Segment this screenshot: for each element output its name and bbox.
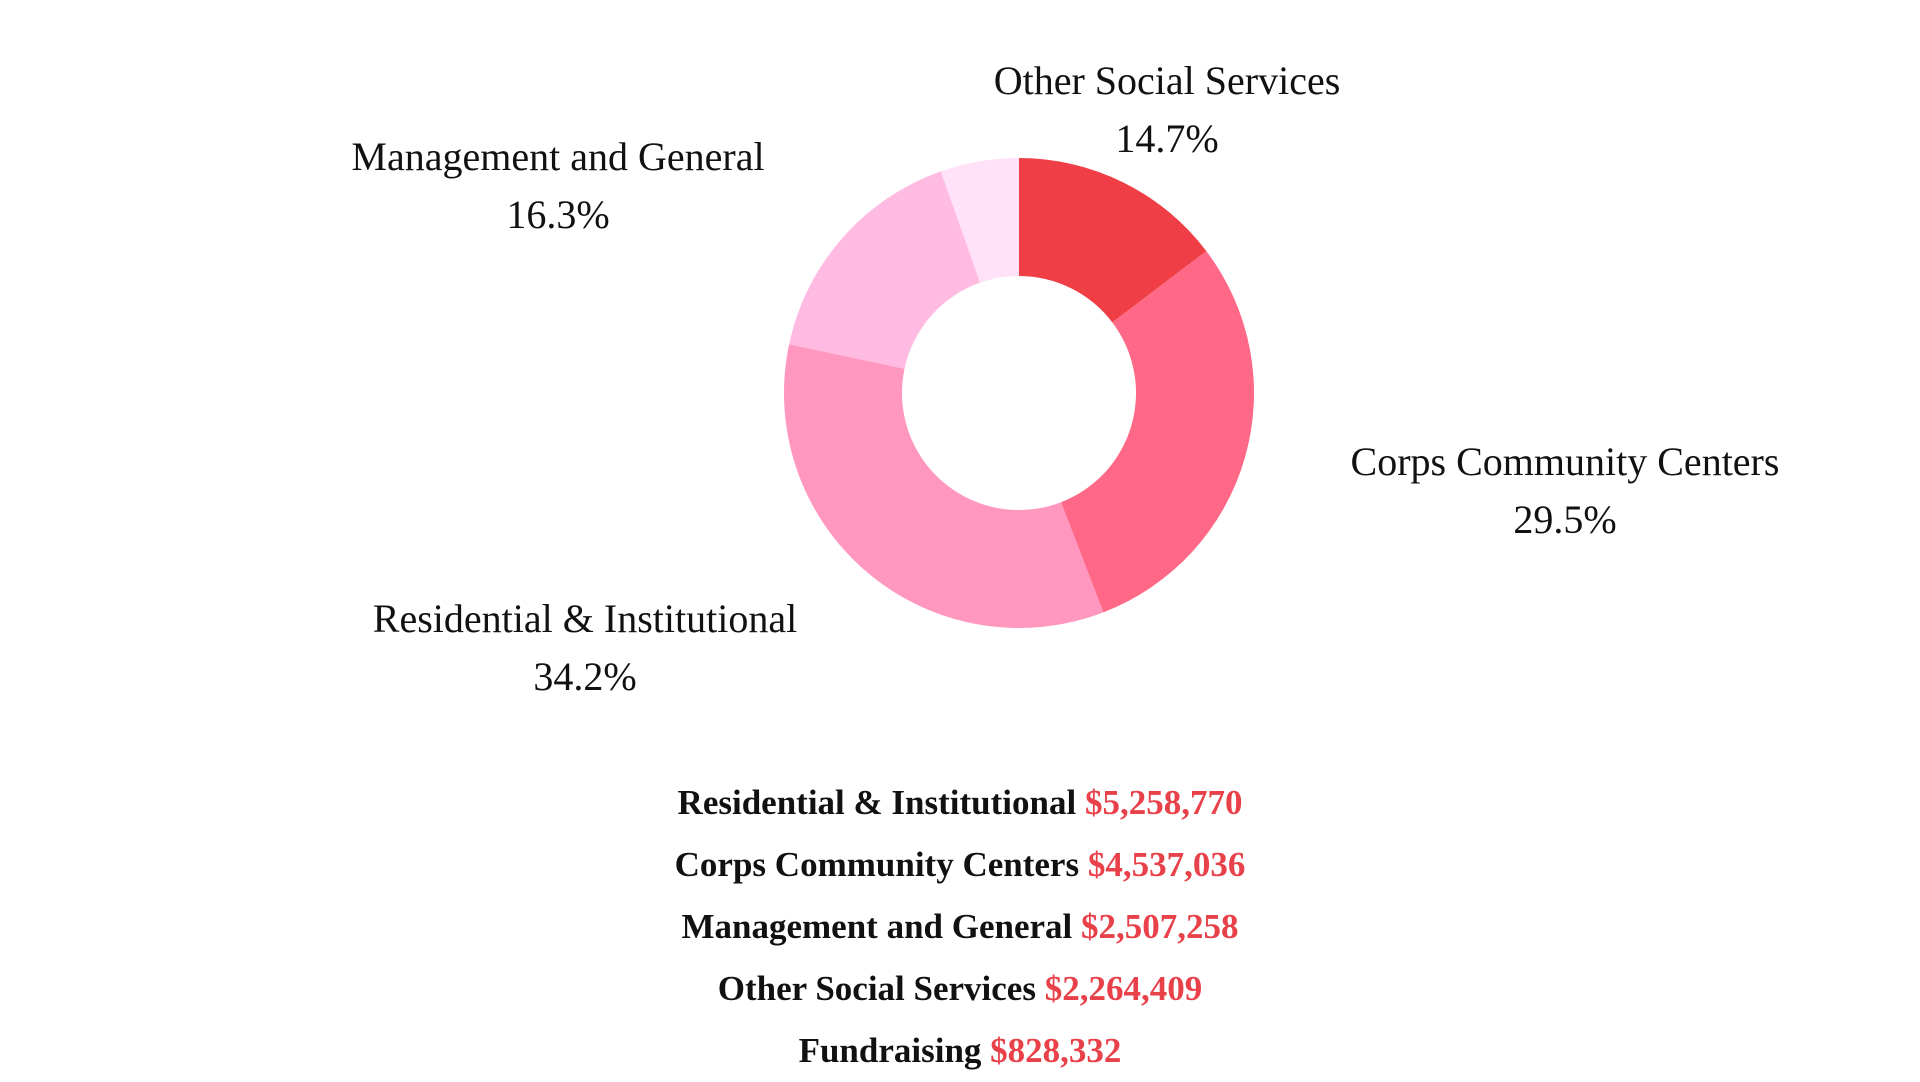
legend-row: Management and General $2,507,258 [0,896,1920,958]
slice-label-percent: 29.5% [1513,497,1617,542]
slice-management-and-general [789,171,981,369]
legend-amount: $2,507,258 [1081,907,1239,946]
legend-row: Residential & Institutional $5,258,770 [0,772,1920,834]
slice-other-social-services [1019,158,1207,323]
legend-category-name: Management and General [681,907,1073,946]
slice-label-other-social-services: Other Social Services 14.7% [994,52,1341,168]
legend-amount: $4,537,036 [1087,845,1246,884]
legend-amount: $828,332 [990,1031,1122,1070]
legend-row: Corps Community Centers $4,537,036 [0,834,1920,896]
slice-label-percent: 16.3% [506,192,610,237]
slice-corps-community-centers [1061,251,1254,613]
legend-amount: $2,264,409 [1044,969,1203,1008]
slice-label-residential-institutional: Residential & Institutional 34.2% [373,590,797,706]
donut-svg [784,158,1254,628]
slice-fundraising [940,158,1019,283]
legend-category-name: Residential & Institutional [677,783,1077,822]
slice-label-name: Management and General [351,134,765,179]
slice-label-corps-community-centers: Corps Community Centers 29.5% [1351,433,1780,549]
slice-label-name: Other Social Services [993,58,1341,103]
slice-residential-institutional [784,344,1104,628]
slice-label-name: Corps Community Centers [1350,439,1780,484]
legend-row: Fundraising $828,332 [0,1020,1920,1082]
amount-legend: Residential & Institutional $5,258,770 Co… [0,772,1920,1082]
slice-label-percent: 34.2% [533,654,637,699]
legend-category-name: Fundraising [798,1031,982,1070]
slice-label-percent: 14.7% [1115,116,1219,161]
legend-row: Other Social Services $2,264,409 [0,958,1920,1020]
legend-amount: $5,258,770 [1084,783,1243,822]
slice-label-management-and-general: Management and General 16.3% [351,128,764,244]
slice-label-name: Residential & Institutional [372,596,798,641]
legend-category-name: Other Social Services [717,969,1036,1008]
legend-category-name: Corps Community Centers [674,845,1080,884]
